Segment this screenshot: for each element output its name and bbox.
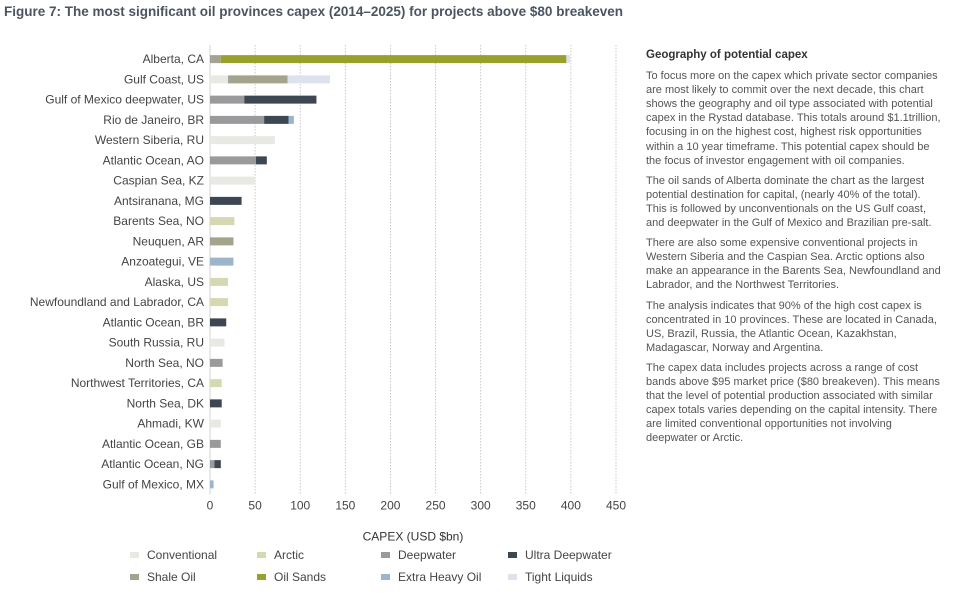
bar-segment-arctic bbox=[210, 298, 229, 307]
bar-segment-ultra-deepwater bbox=[210, 399, 222, 408]
category-label: Ahmadi, KW bbox=[137, 417, 204, 431]
category-label: North Sea, DK bbox=[127, 396, 204, 410]
bar-segment-ultra-deepwater bbox=[210, 196, 242, 205]
category-label: South Russia, RU bbox=[109, 336, 204, 350]
category-label: Atlantic Ocean, GB bbox=[102, 437, 204, 451]
category-label: Gulf Coast, US bbox=[124, 72, 204, 86]
legend-item-conventional: Conventional bbox=[130, 548, 217, 562]
category-label: Atlantic Ocean, AO bbox=[103, 153, 204, 167]
bar-segment-conventional bbox=[210, 176, 256, 185]
legend-label-tight-liquids: Tight Liquids bbox=[525, 570, 593, 584]
legend-label-ultra-deepwater: Ultra Deepwater bbox=[525, 548, 612, 562]
bar-segment-conventional bbox=[210, 136, 275, 145]
bar-segment-arctic bbox=[210, 379, 222, 388]
category-label: Rio de Janeiro, BR bbox=[103, 113, 204, 127]
bar-segment-deepwater bbox=[210, 439, 221, 448]
x-tick-label: 400 bbox=[561, 499, 581, 513]
x-tick-label: 150 bbox=[335, 499, 355, 513]
bar-segment-ultra-deepwater bbox=[210, 318, 227, 327]
x-axis-label: CAPEX (USD $bn) bbox=[363, 530, 464, 544]
commentary-paragraph: To focus more on the capex which private… bbox=[646, 70, 941, 167]
bar-segment-deepwater bbox=[210, 95, 245, 104]
category-label: Alberta, CA bbox=[143, 52, 204, 66]
legend-swatch-oil-sands bbox=[257, 574, 266, 580]
bar-segment-deepwater bbox=[210, 358, 223, 367]
category-label: Alaska, US bbox=[145, 275, 204, 289]
commentary-title: Geography of potential capex bbox=[646, 49, 808, 61]
x-tick-label: 0 bbox=[207, 499, 214, 513]
commentary-panel: Geography of potential capex To focus mo… bbox=[646, 48, 942, 451]
x-tick-label: 250 bbox=[426, 499, 446, 513]
bar-segment-deepwater bbox=[210, 156, 257, 165]
x-tick-label: 450 bbox=[606, 499, 626, 513]
category-label: Anzoategui, VE bbox=[121, 255, 204, 269]
category-label: North Sea, NO bbox=[125, 356, 204, 370]
category-label: Gulf of Mexico deepwater, US bbox=[45, 93, 204, 107]
legend-label-extra-heavy-oil: Extra Heavy Oil bbox=[398, 570, 482, 584]
bar-segment-shale-oil bbox=[210, 237, 234, 246]
bar-segment-ultra-deepwater bbox=[256, 156, 267, 165]
bar-segment-shale-oil bbox=[228, 75, 288, 84]
legend-swatch-tight-liquids bbox=[508, 574, 517, 580]
legend-swatch-shale-oil bbox=[130, 574, 139, 580]
bar-segment-shale-oil bbox=[211, 55, 221, 64]
legend-swatch-ultra-deepwater bbox=[508, 552, 517, 558]
category-label: Neuquen, AR bbox=[133, 234, 205, 248]
bar-segment-extra-heavy-oil bbox=[210, 257, 234, 266]
category-label: Atlantic Ocean, NG bbox=[101, 457, 204, 471]
category-label: Gulf of Mexico, MX bbox=[103, 477, 204, 491]
bar-segment-deepwater bbox=[210, 115, 265, 124]
legend-item-arctic: Arctic bbox=[257, 548, 304, 562]
category-label: Newfoundland and Labrador, CA bbox=[30, 295, 204, 309]
bar-segment-arctic bbox=[210, 217, 235, 226]
legend-item-shale-oil: Shale Oil bbox=[130, 570, 196, 584]
legend-item-ultra-deepwater: Ultra Deepwater bbox=[508, 548, 612, 562]
legend-item-tight-liquids: Tight Liquids bbox=[508, 570, 593, 584]
legend-swatch-extra-heavy-oil bbox=[381, 574, 390, 580]
bar-segment-conventional bbox=[210, 338, 225, 347]
category-label: Atlantic Ocean, BR bbox=[103, 315, 205, 329]
legend-swatch-arctic bbox=[257, 552, 266, 558]
bar-segment-conventional bbox=[210, 419, 221, 428]
commentary-paragraph: There are also some expensive convention… bbox=[646, 237, 941, 292]
legend-label-deepwater: Deepwater bbox=[398, 548, 457, 562]
commentary-paragraph: The capex data includes projects across … bbox=[646, 361, 940, 445]
legend-item-oil-sands: Oil Sands bbox=[257, 570, 326, 584]
category-label: Northwest Territories, CA bbox=[71, 376, 204, 390]
bar-segment-extra-heavy-oil bbox=[288, 115, 294, 124]
bar-segment-arctic bbox=[210, 277, 229, 286]
category-label: Barents Sea, NO bbox=[113, 214, 204, 228]
x-tick-label: 300 bbox=[471, 499, 491, 513]
bar-segment-extra-heavy-oil bbox=[210, 480, 214, 489]
commentary-paragraph: The oil sands of Alberta dominate the ch… bbox=[646, 174, 932, 230]
category-label: Caspian Sea, KZ bbox=[113, 174, 204, 188]
x-tick-label: 50 bbox=[248, 499, 262, 513]
bar-segment-conventional bbox=[210, 75, 229, 84]
legend-swatch-conventional bbox=[130, 552, 139, 558]
x-tick-label: 350 bbox=[516, 499, 536, 513]
bar-segment-deepwater bbox=[210, 460, 215, 469]
bar-segment-deepwater bbox=[210, 55, 212, 64]
legend-item-extra-heavy-oil: Extra Heavy Oil bbox=[381, 570, 481, 584]
category-label: Western Siberia, RU bbox=[95, 133, 204, 147]
capex-bar-chart: Alberta, CA Gulf Coast, US Gulf of Mexico … bbox=[30, 45, 626, 544]
bar-segment-ultra-deepwater bbox=[264, 115, 289, 124]
commentary-paragraph: The analysis indicates that 90% of the h… bbox=[646, 299, 937, 354]
bar-segment-tight-liquids bbox=[566, 55, 570, 64]
x-tick-label: 100 bbox=[290, 499, 310, 513]
bar-segment-ultra-deepwater bbox=[214, 460, 221, 469]
legend-label-conventional: Conventional bbox=[147, 548, 218, 562]
legend-swatch-deepwater bbox=[381, 552, 390, 558]
legend-label-arctic: Arctic bbox=[274, 548, 304, 562]
category-label: Antsiranana, MG bbox=[114, 194, 204, 208]
legend-label-shale-oil: Shale Oil bbox=[147, 570, 196, 584]
bar-segment-ultra-deepwater bbox=[244, 95, 317, 104]
bar-segment-oil-sands bbox=[220, 55, 567, 64]
bar-segment-tight-liquids bbox=[287, 75, 330, 84]
legend-label-oil-sands: Oil Sands bbox=[274, 570, 327, 584]
legend-item-deepwater: Deepwater bbox=[381, 548, 456, 562]
figure-title: Figure 7: The most significant oil provi… bbox=[4, 4, 623, 19]
x-tick-label: 200 bbox=[380, 499, 400, 513]
